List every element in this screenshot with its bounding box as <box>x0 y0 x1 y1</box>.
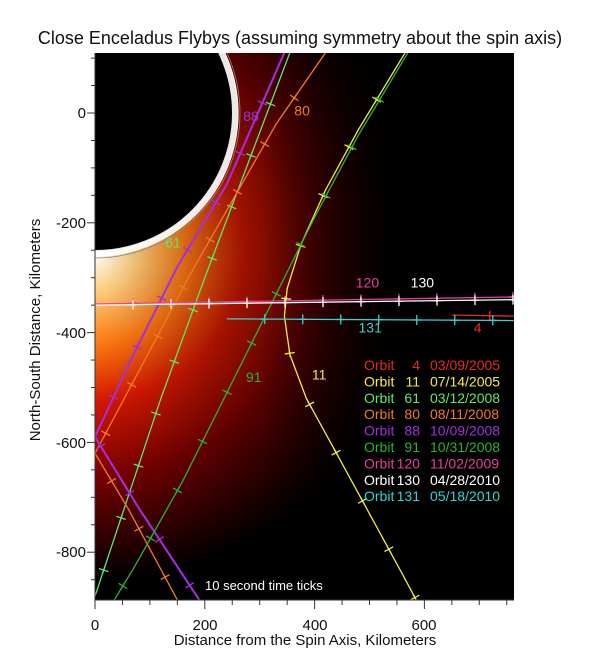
enceladus-limb <box>95 53 239 257</box>
svg-text:Orbit: Orbit <box>364 406 394 422</box>
orbit-track-131 <box>226 318 514 322</box>
legend-entry-orbit-130: Orbit 130 04/28/2010 <box>364 472 500 488</box>
svg-text:61: 61 <box>404 390 420 406</box>
orbit-label-131: 131 <box>359 320 383 336</box>
orbit-label-91: 91 <box>246 369 262 385</box>
x-tick-label: 0 <box>91 617 99 634</box>
orbit-label-120: 120 <box>356 275 380 291</box>
svg-text:Orbit: Orbit <box>364 357 394 373</box>
svg-text:11: 11 <box>405 373 420 389</box>
x-tick-label: 200 <box>192 617 217 634</box>
svg-text:130: 130 <box>397 472 421 488</box>
legend-entry-orbit-131: Orbit 131 05/18/2010 <box>364 488 500 504</box>
orbit-label-130: 130 <box>411 275 435 291</box>
svg-text:Orbit: Orbit <box>364 488 394 504</box>
orbit-label-4: 4 <box>474 320 482 336</box>
svg-text:03/09/2005: 03/09/2005 <box>430 357 500 373</box>
legend: Orbit 4 03/09/2005 Orbit 11 07/14/2005 Orbit 61… <box>364 357 500 504</box>
orbit-track-120 <box>95 296 514 305</box>
orbit-tracks <box>95 53 514 600</box>
time-ticks-note: 10 second time ticks <box>205 578 323 593</box>
orbit-track-61 <box>95 53 291 597</box>
legend-entry-orbit-80: Orbit 80 08/11/2008 <box>364 406 499 422</box>
svg-text:05/18/2010: 05/18/2010 <box>430 488 500 504</box>
legend-entry-orbit-11: Orbit 11 07/14/2005 <box>364 373 500 389</box>
svg-text:08/11/2008: 08/11/2008 <box>430 406 499 422</box>
y-tick-label: -400 <box>56 325 86 342</box>
legend-entry-orbit-61: Orbit 61 03/12/2008 <box>364 390 500 406</box>
svg-text:80: 80 <box>404 406 420 422</box>
y-tick-label: 0 <box>78 105 86 122</box>
legend-entry-orbit-120: Orbit 120 11/02/2009 <box>364 455 499 471</box>
y-tick-label: -600 <box>56 435 86 452</box>
svg-text:Orbit: Orbit <box>364 472 394 488</box>
svg-text:07/14/2005: 07/14/2005 <box>430 373 500 389</box>
orbit-labels: 4 11 61 80 88 91 120 130 131 <box>165 103 482 385</box>
y-axis-ticks <box>87 57 95 581</box>
svg-text:4: 4 <box>412 357 420 373</box>
orbit-track-130 <box>95 299 514 306</box>
orbit-track-4 <box>451 314 514 317</box>
legend-entry-orbit-91: Orbit 91 10/31/2008 <box>364 439 500 455</box>
y-axis-title: North-South Distance, Kilometers <box>27 219 44 442</box>
svg-text:Orbit: Orbit <box>364 455 394 471</box>
x-tick-label: 600 <box>411 617 436 634</box>
orbit-label-11: 11 <box>312 366 327 382</box>
svg-text:Orbit: Orbit <box>364 390 394 406</box>
orbit-label-61: 61 <box>165 235 181 251</box>
svg-text:10/31/2008: 10/31/2008 <box>430 439 500 455</box>
plot-background <box>95 53 514 600</box>
svg-text:04/28/2010: 04/28/2010 <box>430 472 500 488</box>
svg-text:120: 120 <box>397 455 421 471</box>
legend-entry-orbit-88: Orbit 88 10/09/2008 <box>364 423 500 439</box>
y-tick-label: -800 <box>56 544 86 561</box>
svg-text:Orbit: Orbit <box>364 423 394 439</box>
svg-text:03/12/2008: 03/12/2008 <box>430 390 500 406</box>
svg-text:Orbit: Orbit <box>364 373 394 389</box>
svg-text:Orbit: Orbit <box>364 439 394 455</box>
orbit-label-80: 80 <box>294 103 310 119</box>
legend-entry-orbit-4: Orbit 4 03/09/2005 <box>364 357 500 373</box>
svg-text:88: 88 <box>404 423 420 439</box>
x-axis-ticks <box>94 600 508 609</box>
chart-title: Close Enceladus Flybys (assuming symmetr… <box>37 28 563 48</box>
orbit-track-88 <box>95 53 286 600</box>
orbit-track-80 <box>95 53 327 600</box>
svg-text:131: 131 <box>397 488 421 504</box>
svg-text:11/02/2009: 11/02/2009 <box>430 455 499 471</box>
svg-text:91: 91 <box>404 439 420 455</box>
orbit-label-88: 88 <box>243 108 259 124</box>
y-tick-label: -200 <box>56 215 86 232</box>
svg-text:10/09/2008: 10/09/2008 <box>430 423 500 439</box>
x-axis-title: Distance from the Spin Axis, Kilometers <box>174 632 437 649</box>
orbit-track-11 <box>283 53 417 600</box>
x-tick-label: 400 <box>302 617 327 634</box>
